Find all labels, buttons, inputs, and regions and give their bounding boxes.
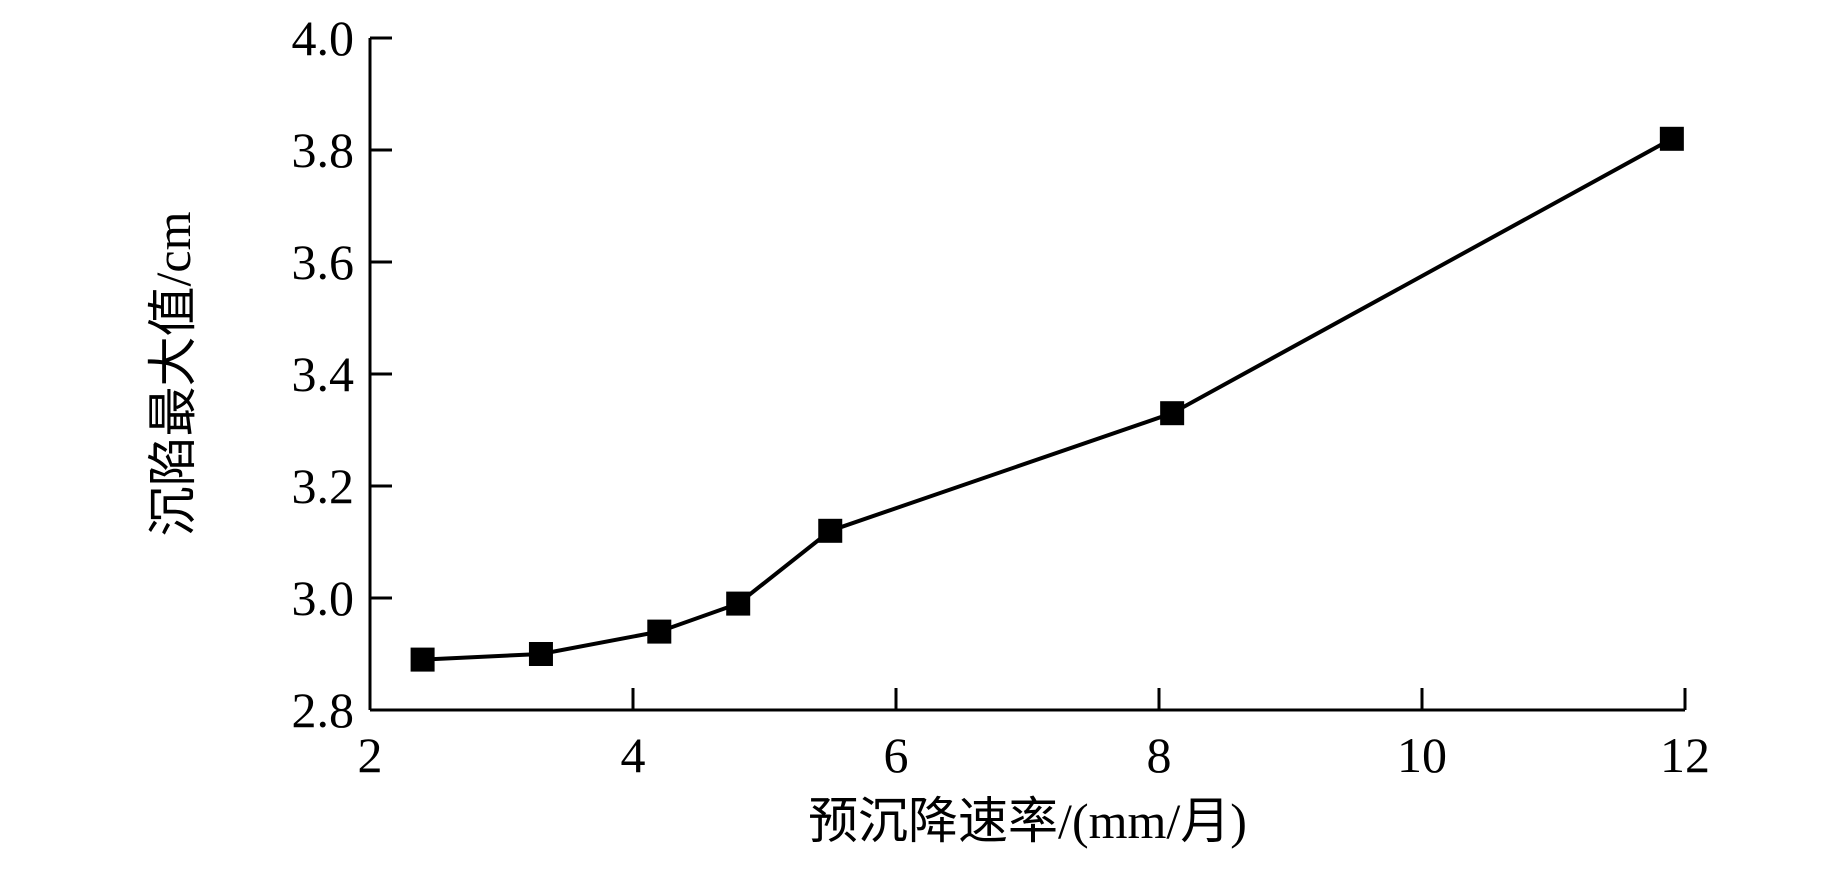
- data-point: [528, 642, 553, 666]
- y-tick-label: 3.8: [292, 122, 355, 178]
- axes: [368, 38, 1685, 712]
- x-tick-label: 10: [1397, 727, 1447, 783]
- data-point: [410, 647, 435, 672]
- plot-area: [410, 126, 1684, 672]
- data-point: [818, 518, 843, 543]
- x-tick-label: 8: [1147, 727, 1172, 783]
- data-point: [647, 619, 672, 644]
- series-line: [422, 137, 1673, 662]
- y-axis-title: 沉陷最大值/cm: [145, 211, 201, 536]
- x-tick-label: 12: [1660, 727, 1710, 783]
- y-tick-label: 3.0: [292, 570, 355, 626]
- data-point: [726, 591, 751, 616]
- y-tick-label: 4.0: [292, 10, 355, 66]
- x-ticks: 2 4 6 8 10 12: [358, 688, 1710, 783]
- y-tick-label: 2.8: [292, 682, 355, 738]
- data-point: [1160, 401, 1185, 426]
- x-tick-label: 4: [621, 727, 646, 783]
- x-tick-label: 2: [358, 727, 383, 783]
- y-tick-label: 3.4: [292, 346, 355, 402]
- y-tick-label: 3.6: [292, 234, 355, 290]
- x-axis-title: 预沉降速率/(mm/月): [808, 793, 1247, 849]
- y-tick-label: 3.2: [292, 458, 355, 514]
- y-ticks: 2.8 3.0 3.2 3.4 3.6 3.8 4.0: [292, 10, 392, 738]
- x-tick-label: 6: [884, 727, 909, 783]
- data-point: [1659, 126, 1684, 151]
